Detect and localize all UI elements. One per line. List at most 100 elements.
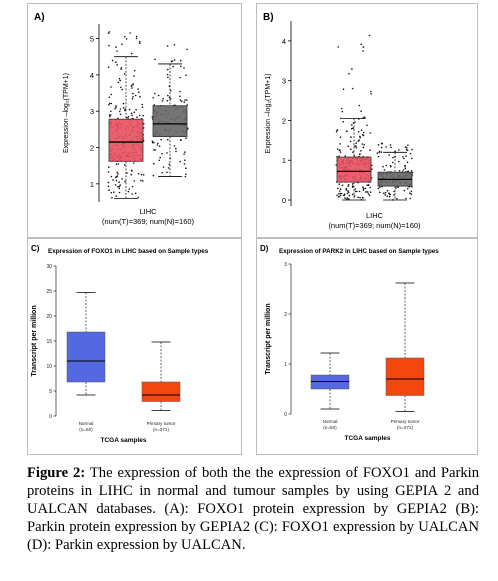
data-point xyxy=(161,153,163,155)
data-point xyxy=(370,90,372,93)
data-point xyxy=(115,179,118,182)
data-point xyxy=(138,91,140,93)
data-point xyxy=(393,190,395,193)
data-point xyxy=(142,174,145,176)
data-point xyxy=(340,192,343,195)
data-point xyxy=(337,46,339,48)
data-point xyxy=(124,36,126,38)
chart-a: A) 1 2 3 4 5 Expression –log₂(TPM+1) LIHC(num(T… xyxy=(34,12,195,226)
data-point xyxy=(380,151,383,153)
chart-b: B) 0 1 2 3 4 Expression –log₂(TPM+1) LIHC(num(T… xyxy=(263,12,421,230)
data-point xyxy=(390,146,392,149)
y-tick-label: 3 xyxy=(282,77,286,86)
data-point xyxy=(338,183,340,185)
x-category-n: (n=50) xyxy=(79,427,93,432)
data-point xyxy=(338,149,341,152)
data-point xyxy=(368,194,371,197)
data-point xyxy=(358,139,360,141)
data-point xyxy=(360,110,362,112)
y-tick-label: 1 xyxy=(90,180,94,189)
data-point xyxy=(362,188,365,190)
y-tick-label: 4 xyxy=(282,37,286,46)
data-point xyxy=(389,144,392,146)
data-point xyxy=(124,108,126,110)
data-point xyxy=(139,42,141,45)
data-point xyxy=(119,113,122,116)
y-tick-label: 0 xyxy=(49,414,52,420)
data-point xyxy=(108,44,110,47)
data-point xyxy=(116,171,118,174)
data-point xyxy=(359,135,361,138)
data-point xyxy=(183,67,185,69)
data-point xyxy=(394,150,396,152)
data-point xyxy=(138,114,141,117)
data-point xyxy=(173,44,176,46)
data-point xyxy=(130,85,133,87)
data-point xyxy=(116,175,119,177)
x-category-label: Normal xyxy=(323,419,338,424)
data-point xyxy=(107,66,110,68)
data-point xyxy=(337,195,340,198)
panel-label: A) xyxy=(34,12,45,23)
data-point xyxy=(406,146,408,149)
data-point xyxy=(406,188,409,190)
data-point xyxy=(355,142,357,144)
data-point xyxy=(366,184,368,186)
data-point xyxy=(141,106,144,109)
caption-text: The expression of both the the expressio… xyxy=(27,465,479,553)
panel-c: C) Expression of FOXO1 in LIHC based on S… xyxy=(27,238,242,455)
data-point xyxy=(108,189,110,191)
data-point xyxy=(346,192,349,195)
data-point xyxy=(120,68,122,70)
data-point xyxy=(127,190,130,193)
data-point xyxy=(124,180,126,183)
y-axis-label: Expression –log₂(TPM+1) xyxy=(265,74,272,154)
data-point xyxy=(410,193,413,195)
data-point xyxy=(344,197,346,199)
data-point xyxy=(158,145,161,147)
data-point xyxy=(184,159,186,161)
data-point xyxy=(125,38,128,40)
data-point xyxy=(153,162,155,165)
data-point xyxy=(118,185,121,188)
data-point xyxy=(173,145,176,147)
data-point xyxy=(388,154,390,156)
data-point xyxy=(133,111,136,113)
data-point xyxy=(406,161,409,164)
data-point xyxy=(407,144,409,146)
data-point xyxy=(380,146,383,149)
data-point xyxy=(383,192,385,195)
data-point xyxy=(153,141,155,144)
data-point xyxy=(115,106,117,109)
data-point xyxy=(110,114,112,116)
data-point xyxy=(157,94,160,97)
data-point xyxy=(108,114,111,116)
data-point xyxy=(362,189,365,191)
data-point xyxy=(367,184,370,186)
data-point xyxy=(359,136,361,139)
x-category-n: (n=50) xyxy=(323,425,337,430)
data-point xyxy=(139,95,141,98)
data-point xyxy=(409,152,412,155)
data-point xyxy=(362,186,364,188)
data-point xyxy=(108,166,110,168)
data-point xyxy=(370,93,372,95)
data-point xyxy=(359,196,361,199)
box-normal xyxy=(152,105,188,138)
data-point xyxy=(134,192,137,195)
y-tick-label: 2 xyxy=(90,144,94,153)
data-point xyxy=(361,143,364,145)
data-point xyxy=(170,60,173,63)
data-point xyxy=(117,81,120,84)
data-point xyxy=(379,191,381,194)
data-point xyxy=(108,102,111,105)
data-point xyxy=(410,170,413,172)
data-point xyxy=(369,132,371,134)
data-point xyxy=(133,162,135,164)
data-point xyxy=(362,46,365,48)
data-point xyxy=(108,96,111,99)
panel-label: B) xyxy=(263,12,274,23)
x-category-n: (n=371) xyxy=(397,425,413,430)
data-point xyxy=(115,163,118,165)
data-point xyxy=(179,76,181,79)
